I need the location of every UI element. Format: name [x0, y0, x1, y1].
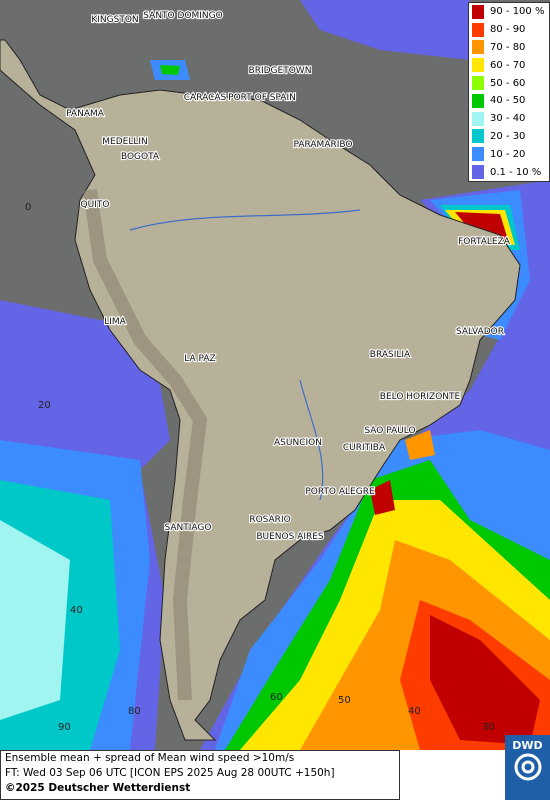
footer-line: ©2025 Deutscher Wetterdienst [5, 782, 191, 794]
city-label: SANTIAGO [165, 523, 212, 533]
city-label: CARACAS [184, 93, 227, 103]
city-label: KINGSTON [91, 15, 138, 25]
grid-label: 80 [128, 706, 141, 717]
legend-item: 40 - 50 [469, 92, 549, 110]
legend-swatch [472, 147, 484, 162]
legend-label: 20 - 30 [490, 130, 526, 142]
legend-label: 10 - 20 [490, 148, 526, 160]
city-label: BRIDGETOWN [249, 66, 312, 76]
grid-label: 40 [70, 605, 83, 616]
logo: DWD [505, 735, 550, 800]
legend: 90 - 100 % 80 - 90 70 - 80 60 - 70 50 - 60 40… [468, 2, 550, 182]
legend-item: 70 - 80 [469, 39, 549, 57]
legend-label: 70 - 80 [490, 41, 526, 53]
city-label: LIMA [104, 317, 126, 327]
legend-label: 0.1 - 10 % [490, 166, 542, 178]
grid-label: 60 [270, 692, 283, 703]
footer-line: FT: Wed 03 Sep 06 UTC [ICON EPS 2025 Aug… [5, 767, 335, 779]
city-label: SALVADOR [456, 327, 504, 337]
city-label: BELO HORIZONTE [380, 392, 461, 402]
city-label: PANAMA [66, 109, 105, 119]
legend-item: 30 - 40 [469, 110, 549, 128]
footer-line: Ensemble mean + spread of Mean wind spee… [5, 752, 295, 764]
legend-swatch [472, 58, 484, 73]
city-label: BUENOS AIRES [256, 532, 324, 542]
legend-label: 90 - 100 % [490, 6, 545, 18]
legend-item: 80 - 90 [469, 21, 549, 39]
legend-item: 0.1 - 10 % [469, 163, 549, 181]
continent [0, 39, 521, 741]
city-label: BOGOTA [121, 152, 160, 162]
legend-item: 60 - 70 [469, 56, 549, 74]
city-label: PORTO ALEGRE [305, 487, 375, 497]
legend-swatch [472, 111, 484, 126]
logo-icon [514, 753, 541, 781]
city-label: ROSARIO [249, 515, 290, 525]
legend-label: 60 - 70 [490, 59, 526, 71]
footer: Ensemble mean + spread of Mean wind spee… [0, 750, 400, 800]
city-label: MEDELLIN [102, 137, 147, 147]
legend-swatch [472, 129, 484, 144]
grid-label: 20 [38, 400, 51, 411]
legend-item: 10 - 20 [469, 145, 549, 163]
grid-label: 0 [25, 202, 31, 213]
legend-swatch [472, 4, 484, 19]
city-label: ASUNCION [274, 438, 322, 448]
city-label: BRASILIA [370, 350, 411, 360]
legend-swatch [472, 93, 484, 108]
legend-swatch [472, 40, 484, 55]
city-label: PORT OF SPAIN [228, 93, 296, 103]
city-label: SANTO DOMINGO [143, 11, 222, 21]
city-label: CURITIBA [343, 443, 386, 453]
legend-swatch [472, 22, 484, 37]
city-label: LA PAZ [184, 354, 215, 364]
legend-swatch [472, 165, 484, 180]
legend-item: 50 - 60 [469, 74, 549, 92]
grid-labels: 0 20 40 80 60 50 40 90 30 [25, 202, 495, 733]
shading [0, 0, 550, 750]
legend-label: 80 - 90 [490, 24, 526, 36]
legend-item: 20 - 30 [469, 128, 549, 146]
legend-item: 90 - 100 % [469, 3, 549, 21]
rivers [129, 209, 361, 501]
andes [83, 189, 208, 701]
grid-label: 90 [58, 722, 71, 733]
legend-label: 40 - 50 [490, 95, 526, 107]
city-label: SAO PAULO [364, 426, 415, 436]
legend-label: 50 - 60 [490, 77, 526, 89]
legend-swatch [472, 76, 484, 91]
logo-text: DWD [512, 739, 543, 752]
city-label: PARAMARIBO [294, 140, 353, 150]
city-label: QUITO [81, 200, 110, 210]
city-label: FORTALEZA [458, 237, 511, 247]
grid-label: 50 [338, 695, 351, 706]
legend-label: 30 - 40 [490, 113, 526, 125]
grid-label: 30 [482, 722, 495, 733]
grid-label: 40 [408, 706, 421, 717]
